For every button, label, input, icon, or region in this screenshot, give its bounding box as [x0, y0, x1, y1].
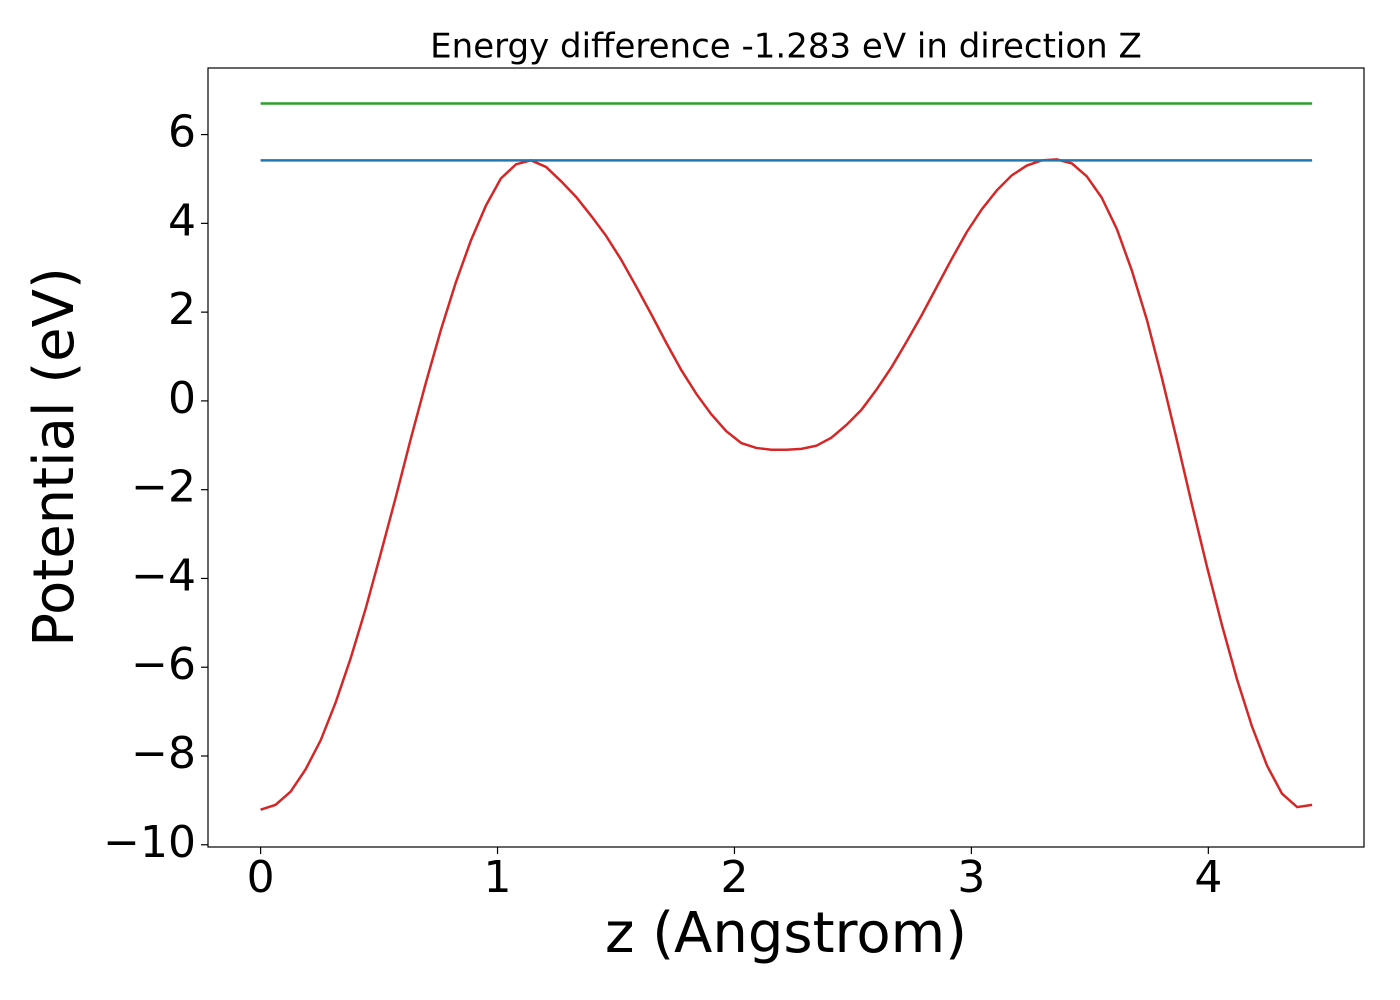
y-tick-label: −4 — [131, 550, 196, 601]
x-axis-label: z (Angstrom) — [605, 901, 967, 966]
x-tick-label: 2 — [720, 852, 748, 903]
y-tick-label: 6 — [168, 107, 196, 158]
y-tick-label: −2 — [131, 462, 196, 513]
y-tick-label: 2 — [168, 284, 196, 335]
y-tick-label: −6 — [131, 639, 196, 690]
data-line — [260, 158, 1313, 811]
x-tick-label: 4 — [1194, 852, 1222, 903]
x-tick-label: 0 — [247, 852, 275, 903]
x-tick-label: 1 — [484, 852, 512, 903]
y-tick-label: −8 — [131, 728, 196, 779]
y-tick-label: −10 — [103, 817, 196, 868]
y-tick-label: 0 — [168, 373, 196, 424]
plot-frame — [207, 67, 1365, 848]
chart-title: Energy difference -1.283 eV in direction… — [430, 27, 1142, 67]
x-tick-label: 3 — [957, 852, 985, 903]
y-axis-label: Potential (eV) — [22, 267, 87, 647]
y-tick-label: 4 — [168, 195, 196, 246]
